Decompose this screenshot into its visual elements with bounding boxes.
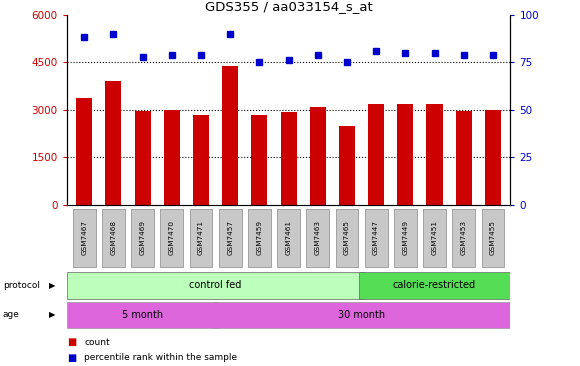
Bar	[310, 107, 326, 205]
Bar	[76, 98, 92, 205]
Text: GSM7453: GSM7453	[461, 220, 467, 255]
Text: GSM7471: GSM7471	[198, 220, 204, 255]
Text: GSM7465: GSM7465	[344, 220, 350, 255]
Bar	[358, 272, 510, 299]
Text: GSM7468: GSM7468	[110, 220, 117, 255]
Text: count: count	[84, 338, 110, 347]
Bar	[106, 81, 121, 205]
Title: GDS355 / aa033154_s_at: GDS355 / aa033154_s_at	[205, 0, 372, 14]
Bar	[277, 209, 300, 267]
Text: GSM7463: GSM7463	[315, 220, 321, 255]
Bar	[397, 104, 414, 205]
Bar	[452, 209, 475, 267]
Text: ■: ■	[67, 337, 76, 347]
Bar	[248, 209, 271, 267]
Text: age: age	[3, 310, 20, 319]
Bar	[67, 302, 219, 328]
Text: GSM7457: GSM7457	[227, 220, 233, 255]
Text: GSM7449: GSM7449	[403, 220, 408, 255]
Bar	[281, 112, 296, 205]
Text: GSM7447: GSM7447	[373, 220, 379, 255]
Bar	[306, 209, 329, 267]
Text: GSM7451: GSM7451	[432, 220, 437, 255]
Text: GSM7470: GSM7470	[169, 220, 175, 255]
Bar	[481, 209, 504, 267]
Bar	[161, 209, 183, 267]
Text: calorie-restricted: calorie-restricted	[393, 280, 476, 291]
Text: GSM7459: GSM7459	[256, 220, 262, 255]
Bar	[368, 104, 384, 205]
Text: control fed: control fed	[190, 280, 242, 291]
Text: ▶: ▶	[49, 310, 56, 319]
Bar	[102, 209, 125, 267]
Text: ▶: ▶	[49, 281, 56, 290]
Bar	[190, 209, 212, 267]
Text: ■: ■	[67, 353, 76, 363]
Text: GSM7469: GSM7469	[140, 220, 146, 255]
Bar	[213, 302, 510, 328]
Bar	[67, 272, 364, 299]
Bar	[219, 209, 241, 267]
Bar	[131, 209, 154, 267]
Bar	[456, 111, 472, 205]
Bar	[135, 111, 151, 205]
Text: 5 month: 5 month	[122, 310, 163, 320]
Bar	[336, 209, 358, 267]
Bar	[222, 66, 238, 205]
Text: protocol: protocol	[3, 281, 40, 290]
Text: percentile rank within the sample: percentile rank within the sample	[84, 354, 237, 362]
Bar	[423, 209, 446, 267]
Bar	[365, 209, 387, 267]
Text: 30 month: 30 month	[338, 310, 385, 320]
Bar	[193, 115, 209, 205]
Text: GSM7461: GSM7461	[285, 220, 292, 255]
Bar	[485, 110, 501, 205]
Bar	[394, 209, 416, 267]
Bar	[251, 115, 267, 205]
Bar	[73, 209, 96, 267]
Text: GSM7455: GSM7455	[490, 220, 496, 255]
Bar	[339, 126, 355, 205]
Bar	[164, 110, 180, 205]
Bar	[426, 104, 443, 205]
Text: GSM7467: GSM7467	[81, 220, 87, 255]
